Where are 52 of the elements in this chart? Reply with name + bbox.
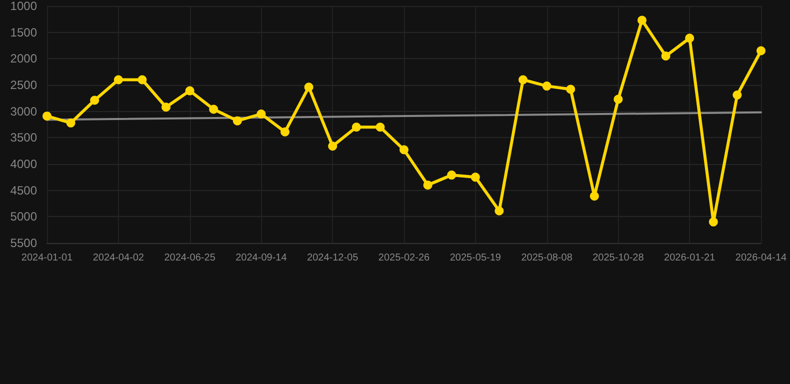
point bbox=[256, 109, 266, 118]
point bbox=[280, 127, 290, 136]
y-tick-label: 4000 bbox=[10, 157, 38, 171]
y-tick-label: 4500 bbox=[10, 183, 38, 198]
point bbox=[423, 180, 432, 190]
point bbox=[352, 122, 361, 132]
x-tick-label: 2025-02-26 bbox=[378, 252, 430, 264]
x-tick-label: 2024-06-25 bbox=[164, 252, 216, 264]
y-tick-label: 1500 bbox=[10, 25, 38, 40]
point bbox=[114, 75, 123, 84]
point bbox=[185, 86, 194, 96]
point bbox=[732, 90, 742, 100]
point bbox=[162, 102, 170, 112]
point bbox=[590, 192, 599, 201]
point bbox=[470, 172, 480, 182]
point bbox=[566, 84, 576, 94]
y-tick-label: 3500 bbox=[10, 130, 38, 145]
x-tick-label: 2024-12-05 bbox=[307, 252, 359, 264]
point bbox=[614, 94, 623, 104]
x-tick-label: 2025-08-08 bbox=[521, 252, 573, 264]
point bbox=[90, 96, 100, 105]
y-tick-label: 5000 bbox=[10, 210, 38, 224]
point bbox=[42, 112, 52, 121]
point bbox=[756, 46, 766, 56]
point bbox=[708, 217, 718, 226]
point bbox=[447, 170, 456, 180]
x-tick-label: 2025-10-28 bbox=[592, 252, 644, 264]
point bbox=[304, 82, 314, 92]
point bbox=[209, 104, 218, 114]
point bbox=[542, 82, 552, 91]
point bbox=[400, 145, 408, 154]
y-tick-label: 5500 bbox=[10, 236, 38, 250]
y-tick-label: 3000 bbox=[10, 104, 38, 118]
point bbox=[138, 75, 147, 84]
point bbox=[638, 16, 646, 25]
x-tick-label: 2024-09-14 bbox=[236, 252, 288, 264]
point bbox=[328, 142, 338, 151]
point bbox=[232, 116, 242, 126]
point bbox=[494, 206, 504, 216]
point bbox=[661, 52, 670, 61]
y-tick-label: 2000 bbox=[10, 52, 38, 66]
y-tick-label: 2500 bbox=[10, 78, 38, 92]
x-tick-label: 2025-05-19 bbox=[450, 252, 502, 264]
x-tick-label: 2024-04-02 bbox=[92, 252, 144, 264]
point bbox=[518, 75, 528, 84]
point bbox=[685, 34, 694, 43]
x-tick-label: 2026-04-14 bbox=[735, 252, 788, 264]
x-tick-label: 2026-01-21 bbox=[664, 252, 716, 264]
point bbox=[376, 122, 385, 132]
x-tick-label: 2024-01-01 bbox=[21, 252, 74, 264]
point bbox=[66, 118, 76, 128]
y-tick-label: 1000 bbox=[10, 0, 38, 13]
